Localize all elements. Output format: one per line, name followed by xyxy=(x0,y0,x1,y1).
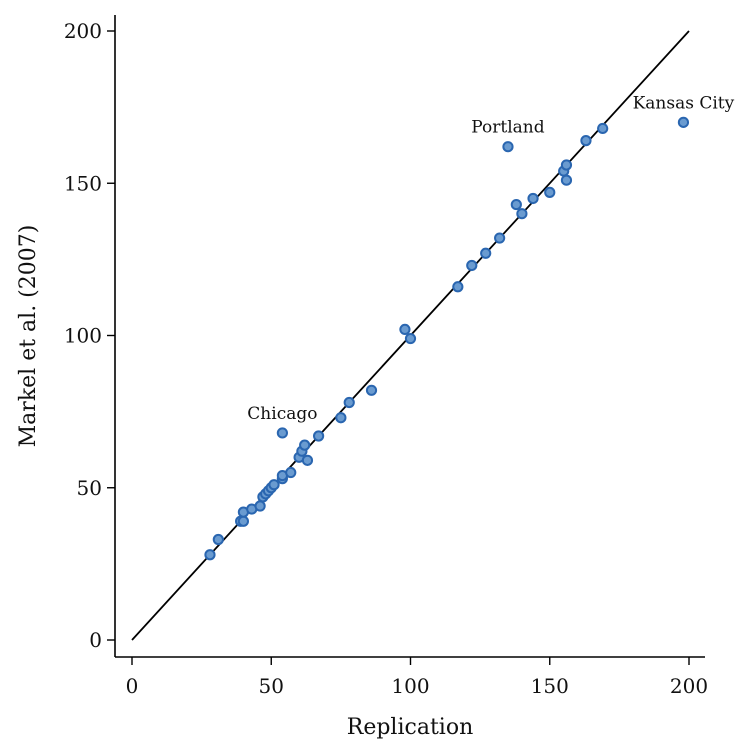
points-layer xyxy=(204,116,690,561)
axes: 0 50 100 150 200 0 50 100 150 200 xyxy=(64,15,708,698)
data-point xyxy=(254,500,266,512)
data-point xyxy=(466,259,478,272)
x-tick-label: 150 xyxy=(531,674,569,698)
point-label: Kansas City xyxy=(633,93,735,113)
data-point xyxy=(285,466,297,479)
data-point xyxy=(399,323,411,336)
x-tick-label: 200 xyxy=(670,674,708,698)
data-point xyxy=(560,159,573,171)
data-point xyxy=(677,116,690,128)
data-point xyxy=(452,281,464,293)
data-point xyxy=(299,439,311,451)
data-point xyxy=(204,549,216,561)
y-axis-title: Markel et al. (2007) xyxy=(16,225,41,448)
data-point xyxy=(527,192,539,205)
data-point xyxy=(212,533,224,546)
y-tick-label: 0 xyxy=(89,628,102,652)
annotations-layer: Chicago Portland Kansas City xyxy=(247,93,734,424)
data-point xyxy=(335,412,347,424)
data-point xyxy=(494,232,506,244)
data-point xyxy=(560,174,573,186)
data-point xyxy=(502,141,514,153)
data-point xyxy=(597,122,609,135)
data-point xyxy=(237,515,249,527)
x-tick-label: 0 xyxy=(126,674,139,698)
data-point xyxy=(312,430,325,442)
y-tick-label: 100 xyxy=(64,324,102,348)
data-point xyxy=(268,479,280,491)
data-point xyxy=(404,332,417,345)
data-point xyxy=(510,198,522,211)
data-point xyxy=(301,454,314,466)
y-tick-label: 50 xyxy=(77,476,102,500)
data-point xyxy=(516,208,528,220)
data-point xyxy=(580,135,592,147)
data-point xyxy=(544,186,556,198)
data-point xyxy=(480,247,492,259)
point-label: Chicago xyxy=(247,404,317,424)
data-point xyxy=(276,427,288,439)
data-point xyxy=(365,384,378,396)
x-tick-label: 100 xyxy=(391,674,429,698)
y-tick-label: 150 xyxy=(64,171,102,195)
x-axis-title: Replication xyxy=(347,715,473,740)
point-label: Portland xyxy=(471,118,544,138)
x-tick-label: 50 xyxy=(259,674,284,698)
y-tick-label: 200 xyxy=(64,19,102,43)
data-point xyxy=(343,396,355,409)
